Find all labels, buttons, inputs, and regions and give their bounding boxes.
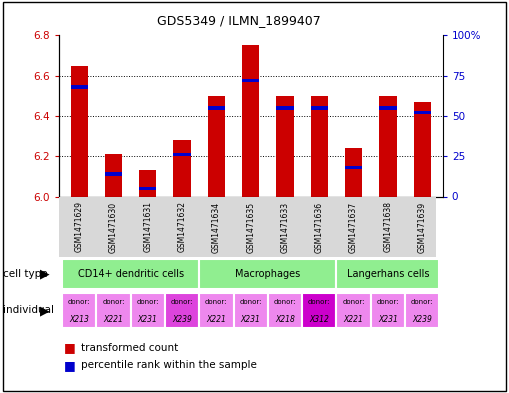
Text: ■: ■ <box>64 341 75 354</box>
Text: donor:: donor: <box>274 299 296 305</box>
Bar <box>174 140 191 196</box>
Text: GSM1471629: GSM1471629 <box>75 202 83 252</box>
Bar <box>302 293 336 328</box>
Text: individual: individual <box>3 305 53 316</box>
Bar <box>199 293 234 328</box>
Bar <box>105 172 122 176</box>
Bar <box>139 170 156 196</box>
Text: Langerhans cells: Langerhans cells <box>347 269 429 279</box>
Text: GSM1471638: GSM1471638 <box>383 202 392 252</box>
Bar <box>310 106 328 110</box>
Text: GSM1471632: GSM1471632 <box>178 202 187 252</box>
Bar <box>208 106 225 110</box>
Bar <box>336 259 439 289</box>
Bar <box>96 293 131 328</box>
Text: transformed count: transformed count <box>81 343 179 353</box>
Text: X239: X239 <box>172 315 192 323</box>
Bar <box>105 154 122 196</box>
Bar <box>234 293 268 328</box>
Text: X221: X221 <box>207 315 227 323</box>
Bar <box>405 293 439 328</box>
Text: donor:: donor: <box>102 299 125 305</box>
Bar <box>345 166 362 169</box>
Bar <box>139 187 156 190</box>
Bar <box>268 293 302 328</box>
Text: X239: X239 <box>412 315 432 323</box>
Bar <box>71 66 88 196</box>
Bar <box>276 106 294 110</box>
Bar <box>345 148 362 196</box>
Text: donor:: donor: <box>239 299 262 305</box>
Bar <box>71 85 88 89</box>
Bar <box>208 96 225 196</box>
Text: X231: X231 <box>378 315 398 323</box>
Bar <box>165 293 199 328</box>
Text: GSM1471637: GSM1471637 <box>349 201 358 253</box>
Text: cell type: cell type <box>3 269 47 279</box>
Text: donor:: donor: <box>377 299 399 305</box>
Text: Macrophages: Macrophages <box>235 269 300 279</box>
Text: donor:: donor: <box>171 299 193 305</box>
Text: donor:: donor: <box>68 299 91 305</box>
Text: donor:: donor: <box>136 299 159 305</box>
Text: GSM1471635: GSM1471635 <box>246 201 255 253</box>
Bar <box>174 153 191 156</box>
Text: X221: X221 <box>344 315 363 323</box>
Bar <box>62 259 199 289</box>
Text: X312: X312 <box>309 315 329 323</box>
Text: X231: X231 <box>138 315 158 323</box>
Text: GSM1471631: GSM1471631 <box>143 202 152 252</box>
Text: ▶: ▶ <box>40 304 50 317</box>
Bar <box>310 96 328 196</box>
Text: ▶: ▶ <box>40 268 50 281</box>
Text: GSM1471634: GSM1471634 <box>212 201 221 253</box>
Text: donor:: donor: <box>308 299 330 305</box>
Bar <box>242 79 259 82</box>
Bar <box>131 293 165 328</box>
Text: donor:: donor: <box>343 299 365 305</box>
Text: CD14+ dendritic cells: CD14+ dendritic cells <box>77 269 184 279</box>
Text: X221: X221 <box>103 315 123 323</box>
Text: X218: X218 <box>275 315 295 323</box>
Text: GSM1471630: GSM1471630 <box>109 201 118 253</box>
Text: donor:: donor: <box>205 299 228 305</box>
Bar <box>379 96 397 196</box>
Text: percentile rank within the sample: percentile rank within the sample <box>81 360 258 371</box>
Text: X213: X213 <box>69 315 89 323</box>
Bar <box>62 293 96 328</box>
Text: GSM1471636: GSM1471636 <box>315 201 324 253</box>
Text: ■: ■ <box>64 359 75 372</box>
Bar <box>276 96 294 196</box>
Text: donor:: donor: <box>411 299 434 305</box>
Bar <box>414 111 431 114</box>
Text: GSM1471639: GSM1471639 <box>418 201 427 253</box>
Bar <box>414 102 431 196</box>
Text: GDS5349 / ILMN_1899407: GDS5349 / ILMN_1899407 <box>157 14 321 27</box>
Bar <box>371 293 405 328</box>
Bar <box>242 46 259 196</box>
Bar <box>336 293 371 328</box>
Text: GSM1471633: GSM1471633 <box>280 201 290 253</box>
Bar <box>199 259 336 289</box>
Bar <box>379 106 397 110</box>
Text: X231: X231 <box>241 315 261 323</box>
